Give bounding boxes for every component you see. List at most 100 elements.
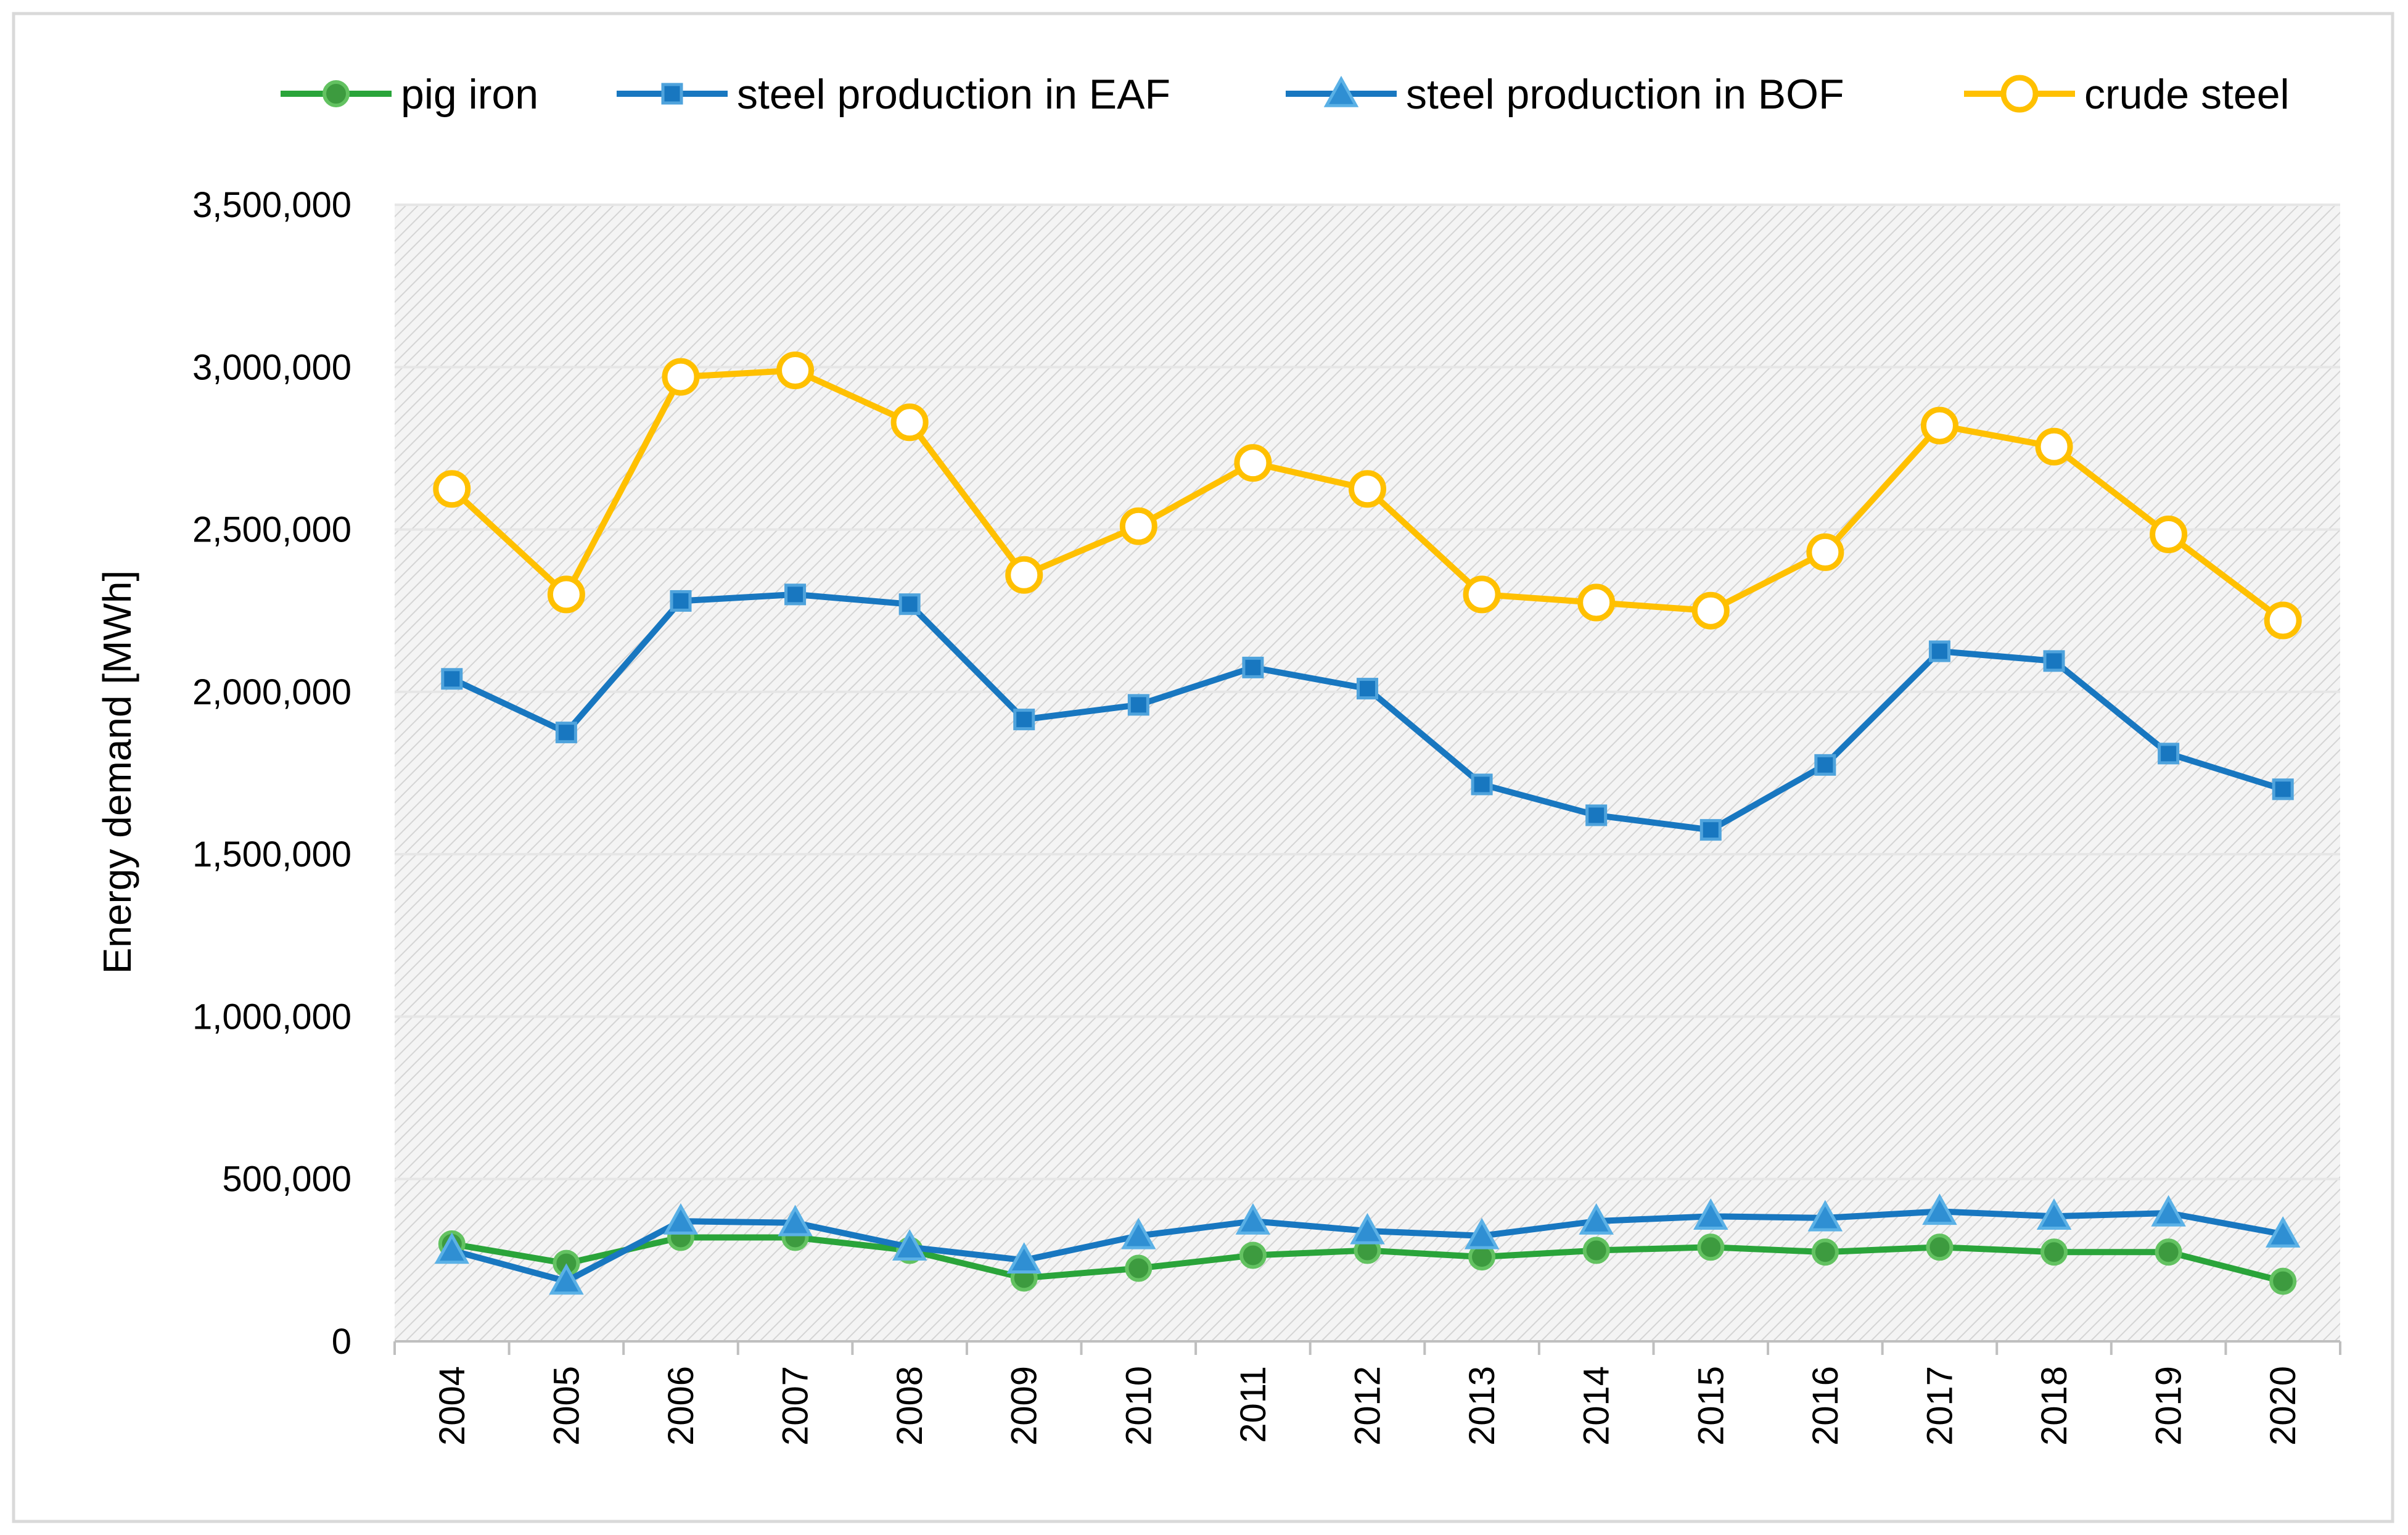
data-point (1242, 656, 1264, 678)
data-point (1350, 1212, 1385, 1245)
x-tick-label: 2009 (1005, 1366, 1045, 1446)
data-point (1582, 1237, 1610, 1264)
x-tick-label: 2016 (1806, 1366, 1846, 1446)
data-point (776, 352, 815, 390)
legend-marker (661, 83, 683, 105)
legend-marker (323, 80, 350, 107)
x-tick-label: 2018 (2034, 1366, 2074, 1446)
legend-marker (2000, 75, 2039, 113)
x-tick-label: 2008 (890, 1366, 930, 1446)
data-point (1471, 773, 1493, 796)
series-3 (433, 352, 2302, 640)
data-point (2265, 1216, 2301, 1248)
data-point (1464, 1217, 1500, 1249)
legend-label: pig iron (401, 71, 538, 118)
data-point (662, 358, 700, 396)
series-layer (433, 352, 2302, 1295)
data-point (2155, 1238, 2182, 1266)
data-point (2150, 515, 2188, 553)
data-point (1585, 804, 1608, 826)
data-point (1814, 754, 1836, 776)
x-tick-label: 2007 (776, 1366, 816, 1446)
data-point (1811, 1238, 1839, 1266)
data-point (1127, 694, 1149, 716)
y-axis-title: Energy demand [MWh] (95, 570, 139, 974)
data-point (1577, 583, 1616, 622)
data-point (1121, 1217, 1156, 1249)
x-tick-label: 2013 (1462, 1366, 1502, 1446)
x-tick-label: 2011 (1233, 1366, 1273, 1443)
data-point (1806, 533, 1844, 571)
data-point (549, 1263, 584, 1295)
data-point (2158, 743, 2180, 765)
legend-marker (1323, 75, 1359, 107)
x-tick-label: 2019 (2149, 1366, 2189, 1446)
plot-area (395, 205, 2340, 1341)
legend: pig iron steel production in EAF steel pro… (281, 71, 2290, 118)
data-point (1239, 1241, 1267, 1269)
x-tick-label: 2005 (546, 1366, 586, 1446)
data-point (1928, 640, 1950, 662)
data-point (1006, 1242, 1042, 1274)
x-tick-label: 2015 (1691, 1366, 1731, 1446)
data-point (441, 668, 463, 690)
data-point (2272, 778, 2294, 800)
data-point (778, 1204, 813, 1237)
data-point (784, 583, 807, 606)
legend-item: steel production in BOF (1286, 71, 1844, 118)
data-point (1125, 1254, 1153, 1282)
data-point (2264, 601, 2302, 640)
data-point (1807, 1200, 1843, 1232)
data-point (547, 575, 585, 614)
data-point (1119, 507, 1157, 545)
data-point (434, 1232, 470, 1264)
series-1 (441, 583, 2294, 841)
y-tick-label: 0 (332, 1322, 351, 1362)
data-point (1922, 1193, 1957, 1225)
data-point (1349, 470, 1386, 508)
legend-label: steel production in BOF (1406, 71, 1844, 118)
legend-label: crude steel (2084, 71, 2290, 118)
data-point (670, 590, 692, 612)
data-point (1691, 591, 1730, 630)
data-point (555, 722, 577, 744)
data-point (2040, 1238, 2068, 1266)
legend-item: steel production in EAF (617, 71, 1170, 118)
data-point (2036, 1198, 2072, 1230)
data-point (1693, 1198, 1728, 1230)
y-tick-label: 3,500,000 (192, 185, 351, 225)
gridlines (395, 204, 2340, 1180)
data-point (1005, 556, 1043, 594)
data-point (1926, 1233, 1954, 1261)
x-tick-label: 2004 (432, 1366, 472, 1446)
data-point (433, 470, 471, 508)
data-point (2269, 1267, 2297, 1295)
legend-label: steel production in EAF (737, 71, 1170, 118)
data-point (1357, 678, 1378, 700)
data-point (1697, 1233, 1725, 1261)
y-tick-label: 1,500,000 (192, 834, 351, 874)
y-tick-label: 1,000,000 (192, 997, 351, 1037)
legend-item: crude steel (1964, 71, 2290, 118)
legend-item: pig iron (281, 71, 538, 118)
data-point (2151, 1195, 2186, 1227)
data-point (898, 593, 921, 615)
data-point (890, 403, 929, 442)
x-tick-label: 2020 (2263, 1366, 2303, 1446)
y-tick-label: 2,500,000 (192, 510, 351, 550)
data-point (1463, 575, 1501, 614)
x-tick-label: 2014 (1577, 1366, 1617, 1446)
x-tick-label: 2017 (1920, 1366, 1960, 1446)
data-point (1235, 1203, 1271, 1235)
series-2 (434, 1193, 2301, 1295)
axes: 0 500,000 1,000,000 1,500,000 2,000,000 2,500… (192, 185, 2341, 1446)
x-tick-label: 2010 (1119, 1366, 1159, 1446)
data-point (1920, 406, 1958, 445)
data-point (663, 1203, 699, 1235)
data-point (2035, 427, 2073, 466)
data-point (892, 1229, 927, 1261)
y-tick-label: 2,000,000 (192, 672, 351, 712)
data-point (1234, 444, 1272, 482)
